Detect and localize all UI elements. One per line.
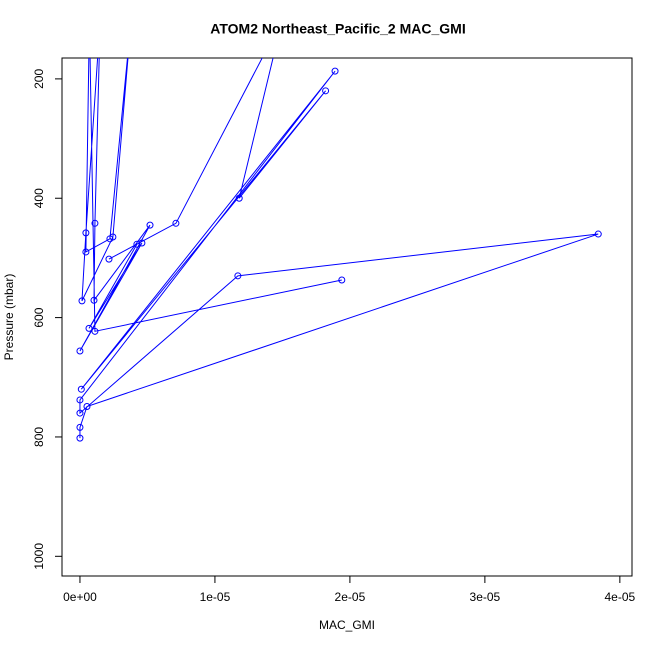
x-tick-label: 2e-05 <box>335 590 366 604</box>
x-axis-label: MAC_GMI <box>319 618 375 632</box>
data-point <box>77 385 85 393</box>
data-point <box>85 324 93 332</box>
data-point <box>78 297 86 305</box>
plot-frame <box>61 57 633 577</box>
data-point <box>338 276 346 284</box>
data-point <box>235 194 243 202</box>
x-tick-label: 4e-05 <box>605 590 636 604</box>
data-point <box>234 272 242 280</box>
data-point <box>82 229 90 237</box>
data-point <box>594 230 602 238</box>
data-point <box>76 434 84 442</box>
plot-area <box>76 16 602 442</box>
x-tick-label: 1e-05 <box>200 590 231 604</box>
data-point <box>322 87 330 95</box>
y-tick-label: 1000 <box>32 543 46 570</box>
data-point <box>90 296 98 304</box>
data-point <box>105 255 113 263</box>
x-tick-label: 0e+00 <box>63 590 97 604</box>
data-point <box>76 409 84 417</box>
data-point <box>76 396 84 404</box>
data-point <box>128 16 134 22</box>
chart-title: ATOM2 Northeast_Pacific_2 MAC_GMI <box>210 21 465 37</box>
y-tick-label: 600 <box>32 307 46 327</box>
data-point <box>76 347 84 355</box>
data-point <box>82 248 90 256</box>
y-tick-label: 400 <box>32 188 46 208</box>
data-point <box>331 67 339 75</box>
data-line <box>79 58 599 439</box>
x-tick-label: 3e-05 <box>470 590 501 604</box>
data-point <box>138 239 146 247</box>
data-point <box>83 403 91 411</box>
data-point <box>133 240 141 248</box>
data-point <box>172 219 180 227</box>
data-point <box>86 16 92 22</box>
data-point <box>106 235 114 243</box>
y-axis-label: Pressure (mbar) <box>2 274 16 361</box>
y-tick-label: 200 <box>32 69 46 89</box>
data-point <box>91 219 99 227</box>
data-point <box>76 423 84 431</box>
y-tick-label: 800 <box>32 427 46 447</box>
data-point <box>91 327 99 335</box>
data-point <box>146 221 154 229</box>
data-point <box>97 16 103 22</box>
